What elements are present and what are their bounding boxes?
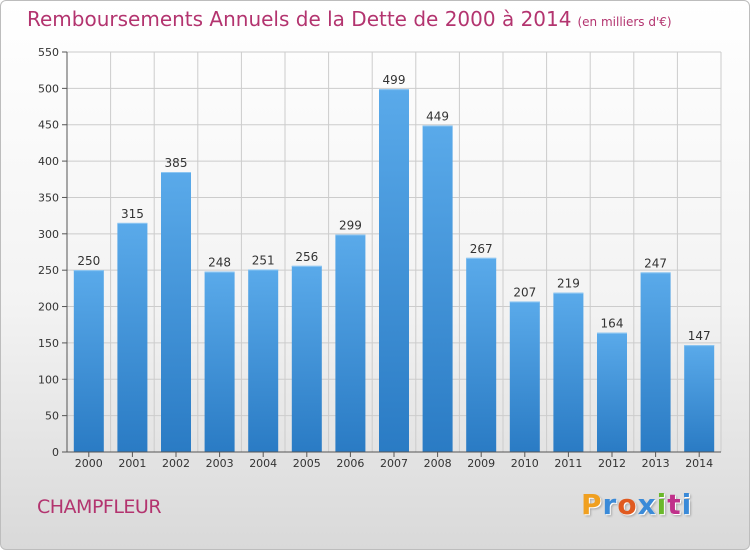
bar-2014 [684,345,715,452]
y-tick-label: 100 [38,373,59,386]
town-name: CHAMPFLEUR [37,496,162,518]
value-label-2002: 385 [165,156,188,170]
x-tick-label-2007: 2007 [380,457,408,470]
value-label-2007: 499 [383,73,406,87]
value-label-2004: 251 [252,253,275,267]
y-tick-label: 0 [52,446,59,459]
bar-2004 [248,269,279,452]
bars: 250 315 385 248 251 256 299 499 449 267 207 219 164 2… [73,73,715,453]
axes: 0 50 100 150 200 250 300 350 400 450 500 550 2000 200… [38,46,721,470]
bar-2007 [379,89,409,452]
x-tick-label-2012: 2012 [598,457,626,470]
value-label-2000: 250 [77,254,100,268]
value-label-2010: 207 [513,285,536,299]
x-tick-label-2009: 2009 [467,457,495,470]
value-label-2014: 147 [688,329,711,343]
y-tick-label: 450 [38,119,59,132]
y-tick-label: 150 [38,337,59,350]
bar-2005 [291,265,322,452]
x-tick-label-2008: 2008 [424,457,452,470]
y-tick-label: 300 [38,228,59,241]
bar-2003 [204,271,235,452]
value-label-2012: 164 [601,317,624,331]
x-tick-label-2002: 2002 [162,457,190,470]
y-tick-label: 350 [38,191,59,204]
x-tick-label-2013: 2013 [642,457,670,470]
bar-2001 [117,222,148,452]
bar-2008 [422,125,453,453]
value-label-2001: 315 [121,207,144,221]
bar-2009 [466,257,497,452]
x-tick-label-2000: 2000 [75,457,103,470]
value-label-2003: 248 [208,256,231,270]
y-tick-label: 550 [38,46,59,59]
value-label-2005: 256 [295,250,318,264]
x-tick-label-2014: 2014 [685,457,713,470]
x-tick-label-2010: 2010 [511,457,539,470]
bar-2012 [597,332,627,452]
bar-2000 [73,270,104,452]
y-tick-label: 400 [38,155,59,168]
chart-title: Remboursements Annuels de la Dette de 20… [27,7,672,31]
bar-2013 [640,272,671,452]
bar-2002 [161,172,191,452]
value-label-2013: 247 [644,256,667,270]
x-tick-label-2003: 2003 [206,457,234,470]
chart-title-text: Remboursements Annuels de la Dette de 20… [27,7,572,31]
x-tick-label-2001: 2001 [118,457,146,470]
value-label-2009: 267 [470,242,493,256]
bar-2011 [553,292,584,452]
y-tick-label: 50 [45,410,59,423]
x-tick-label-2005: 2005 [293,457,321,470]
y-tick-label: 250 [38,264,59,277]
y-tick-label: 500 [38,82,59,95]
x-tick-label-2004: 2004 [249,457,277,470]
proxiti-logo[interactable]: Proxiti [581,488,693,521]
bar-2006 [335,234,366,452]
bar-2010 [509,301,540,452]
value-label-2006: 299 [339,219,362,233]
value-label-2011: 219 [557,277,580,291]
y-tick-label: 200 [38,301,59,314]
value-label-2008: 449 [426,109,449,123]
chart-subtitle: (en milliers d'€) [577,15,672,29]
x-tick-label-2006: 2006 [336,457,364,470]
x-tick-label-2011: 2011 [554,457,582,470]
